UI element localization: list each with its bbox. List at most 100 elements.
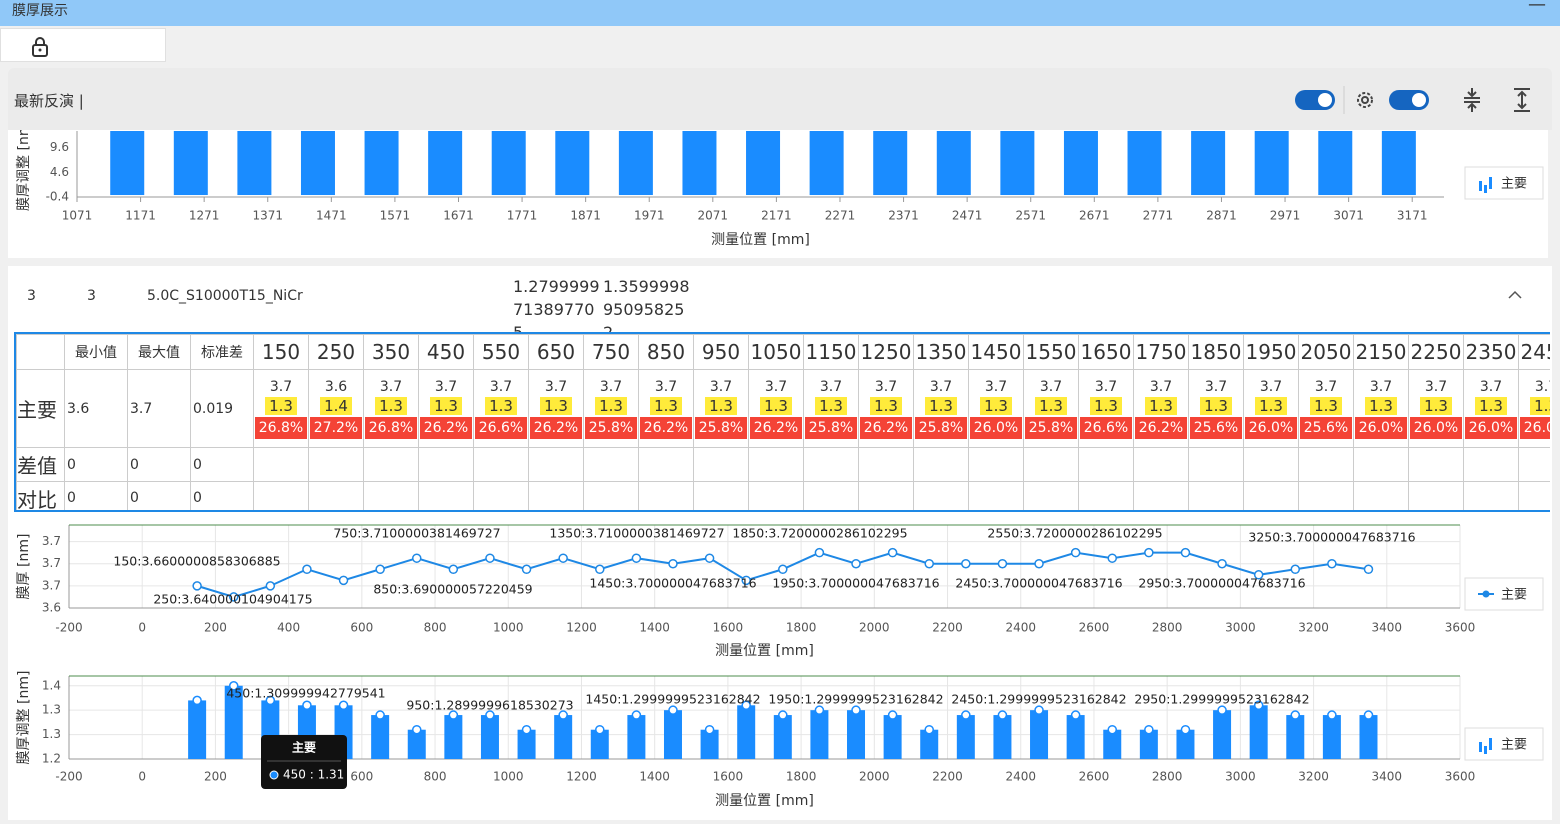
bar [300,131,335,196]
bar [956,715,975,759]
position-header: 650 [528,334,584,370]
ratio-badge: 26.0% [1465,416,1517,439]
position-header: 2450 [1518,334,1550,370]
bar [428,131,463,196]
x-tick-label: 2200 [932,770,963,784]
bar [1103,729,1122,759]
ratio-badge: 26.2% [420,416,472,439]
x-tick-label: 0 [138,770,146,784]
value-cell [748,481,804,510]
position-header: 350 [363,334,419,370]
value-cell [1243,481,1299,510]
x-tick-label: 2671 [1079,209,1110,223]
x-tick-label: 1371 [252,209,283,223]
annotation: 1950:1.2999999523162842 [768,692,943,707]
value-cell [968,447,1024,482]
thickness-value: 3.7 [874,378,898,395]
thickness-value: 3.7 [434,378,458,395]
y-tick-label: 3.7 [42,534,61,548]
row-label: 差值 [16,447,65,482]
bar [110,131,145,196]
value-cell [803,481,859,510]
annotation: 1350:3.7100000381469727 [549,526,724,541]
point [302,564,312,575]
tooltip-text: 450 : 1.31 [283,768,344,782]
bar [188,700,207,759]
bar [480,715,499,759]
x-tick-label: 3071 [1333,209,1364,223]
x-tick-label: 2800 [1152,770,1183,784]
x-tick-label: 800 [424,621,447,635]
bar [618,131,653,196]
x-tick-label: 3600 [1445,770,1476,784]
position-header: 550 [473,334,529,370]
thickness-value: 3.7 [1149,378,1173,395]
value-cell: 3.7 1.3 26.8% [253,369,309,448]
value-cell [968,481,1024,510]
bar [847,710,866,759]
x-tick-label: 1171 [125,209,156,223]
annotation: 1950:3.700000047683716 [772,576,939,591]
value-cell [418,481,474,510]
value-cell: 3.7 1.3 26.2% [748,369,804,448]
adjust-badge: 1.3 [1035,396,1067,415]
x-tick-label: 2971 [1270,209,1301,223]
value-cell [1408,447,1464,482]
position-header: 850 [638,334,694,370]
value-cell [803,447,859,482]
legend-icon [1479,181,1482,191]
x-tick-label: 2871 [1206,209,1237,223]
ratio-badge: 27.2% [310,416,362,439]
bar [993,715,1012,759]
point [485,553,495,563]
bar [936,131,971,196]
minimize-button[interactable]: — [1528,0,1546,15]
thickness-value: 3.7 [1314,378,1338,395]
point [1217,558,1227,569]
bar [491,131,526,196]
toolbar-controls[interactable] [1288,84,1552,116]
bar [1176,729,1195,759]
x-tick-label: 2571 [1015,209,1046,223]
point [814,547,825,558]
annotation: 1450:1.2999999523162842 [585,692,760,707]
bar [371,715,390,759]
x-tick-label: 1800 [786,621,817,635]
x-tick-label: 800 [424,770,447,784]
bar-marker [887,710,898,720]
cell-badges: 3.7 1.3 25.6% [1190,378,1243,439]
annotation: 2550:3.7200000286102295 [987,526,1162,541]
value-cell: 3.7 1.3 25.8% [693,369,749,448]
value-cell: 3.7 1.3 26.2% [638,369,694,448]
bar-marker [228,681,239,691]
position-header: 1050 [748,334,804,370]
bar [1063,131,1098,196]
bar [1127,131,1162,196]
stat-cell: 0 [190,481,254,510]
value-cell [913,447,969,482]
thickness-value: 3.7 [1204,378,1228,395]
bar [1139,729,1158,759]
point [778,564,788,575]
thickness-value: 3.7 [1039,378,1063,395]
bar-marker [851,705,861,715]
y-tick-label: 3.6 [42,601,61,615]
value-cell [1188,447,1244,482]
x-tick-label: 2200 [932,621,963,635]
bar-marker [631,710,642,720]
thickness-value: 3.7 [1094,378,1118,395]
lock-tab[interactable] [0,28,166,62]
bar [590,729,609,759]
collapse-button[interactable] [1508,290,1522,300]
cell-badges: 3.7 1.3 25.8% [1025,378,1078,439]
value-cell [638,481,694,510]
ratio-badge: 25.8% [805,416,857,439]
ratio-badge: 26.2% [750,416,802,439]
adjust-badge: 1.3 [430,396,462,415]
value-cell: 3.7 1.3 25.8% [583,369,639,448]
